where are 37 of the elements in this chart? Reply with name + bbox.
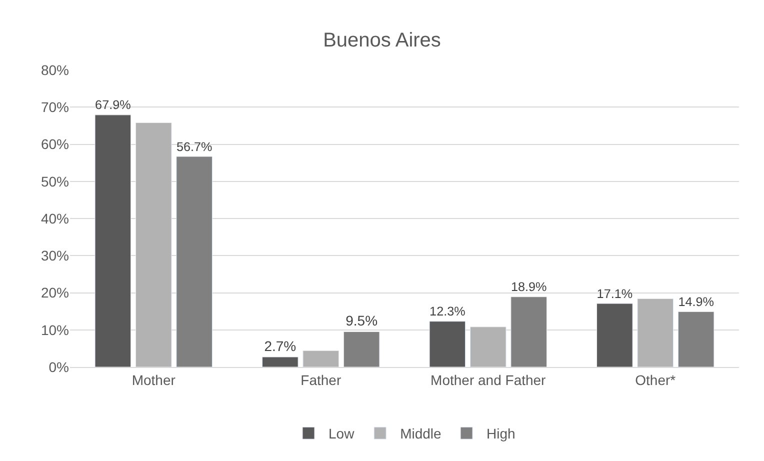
bar <box>429 321 466 367</box>
bar <box>135 122 172 367</box>
legend-label: Middle <box>400 426 442 442</box>
data-label: 17.1% <box>596 286 633 301</box>
bar <box>637 298 674 367</box>
y-tick-label: 0% <box>48 358 69 375</box>
bar <box>94 114 132 367</box>
data-label: 2.7% <box>264 338 296 354</box>
y-tick-label: 40% <box>40 210 69 226</box>
data-label: 12.3% <box>430 304 466 319</box>
legend-label: High <box>486 426 516 442</box>
data-label: 14.9% <box>678 294 714 309</box>
y-tick-label: 50% <box>40 173 69 190</box>
x-tick-label: Father <box>300 372 342 388</box>
y-tick-label: 70% <box>40 99 69 116</box>
chart-title: Buenos Aires <box>323 29 441 52</box>
y-tick-label: 60% <box>40 136 69 152</box>
data-label: 56.7% <box>176 140 212 154</box>
bar <box>176 156 212 367</box>
bar <box>510 296 547 367</box>
y-tick-label: 30% <box>40 248 69 264</box>
bar <box>678 311 714 367</box>
data-label: 18.9% <box>510 280 547 294</box>
bar <box>343 331 380 367</box>
data-label: 67.9% <box>95 98 131 112</box>
x-tick-label: Other* <box>635 372 676 388</box>
bar <box>302 350 340 367</box>
y-tick-label: 80% <box>40 62 69 78</box>
data-label: 9.5% <box>346 312 378 329</box>
legend-label: Low <box>328 426 356 442</box>
bar <box>596 303 633 367</box>
bar <box>262 356 298 367</box>
y-tick-label: 10% <box>40 322 69 338</box>
y-tick-label: 20% <box>40 284 69 301</box>
x-tick-label: Mother and Father <box>430 372 546 388</box>
x-tick-label: Mother <box>132 372 176 388</box>
bar <box>470 326 506 367</box>
